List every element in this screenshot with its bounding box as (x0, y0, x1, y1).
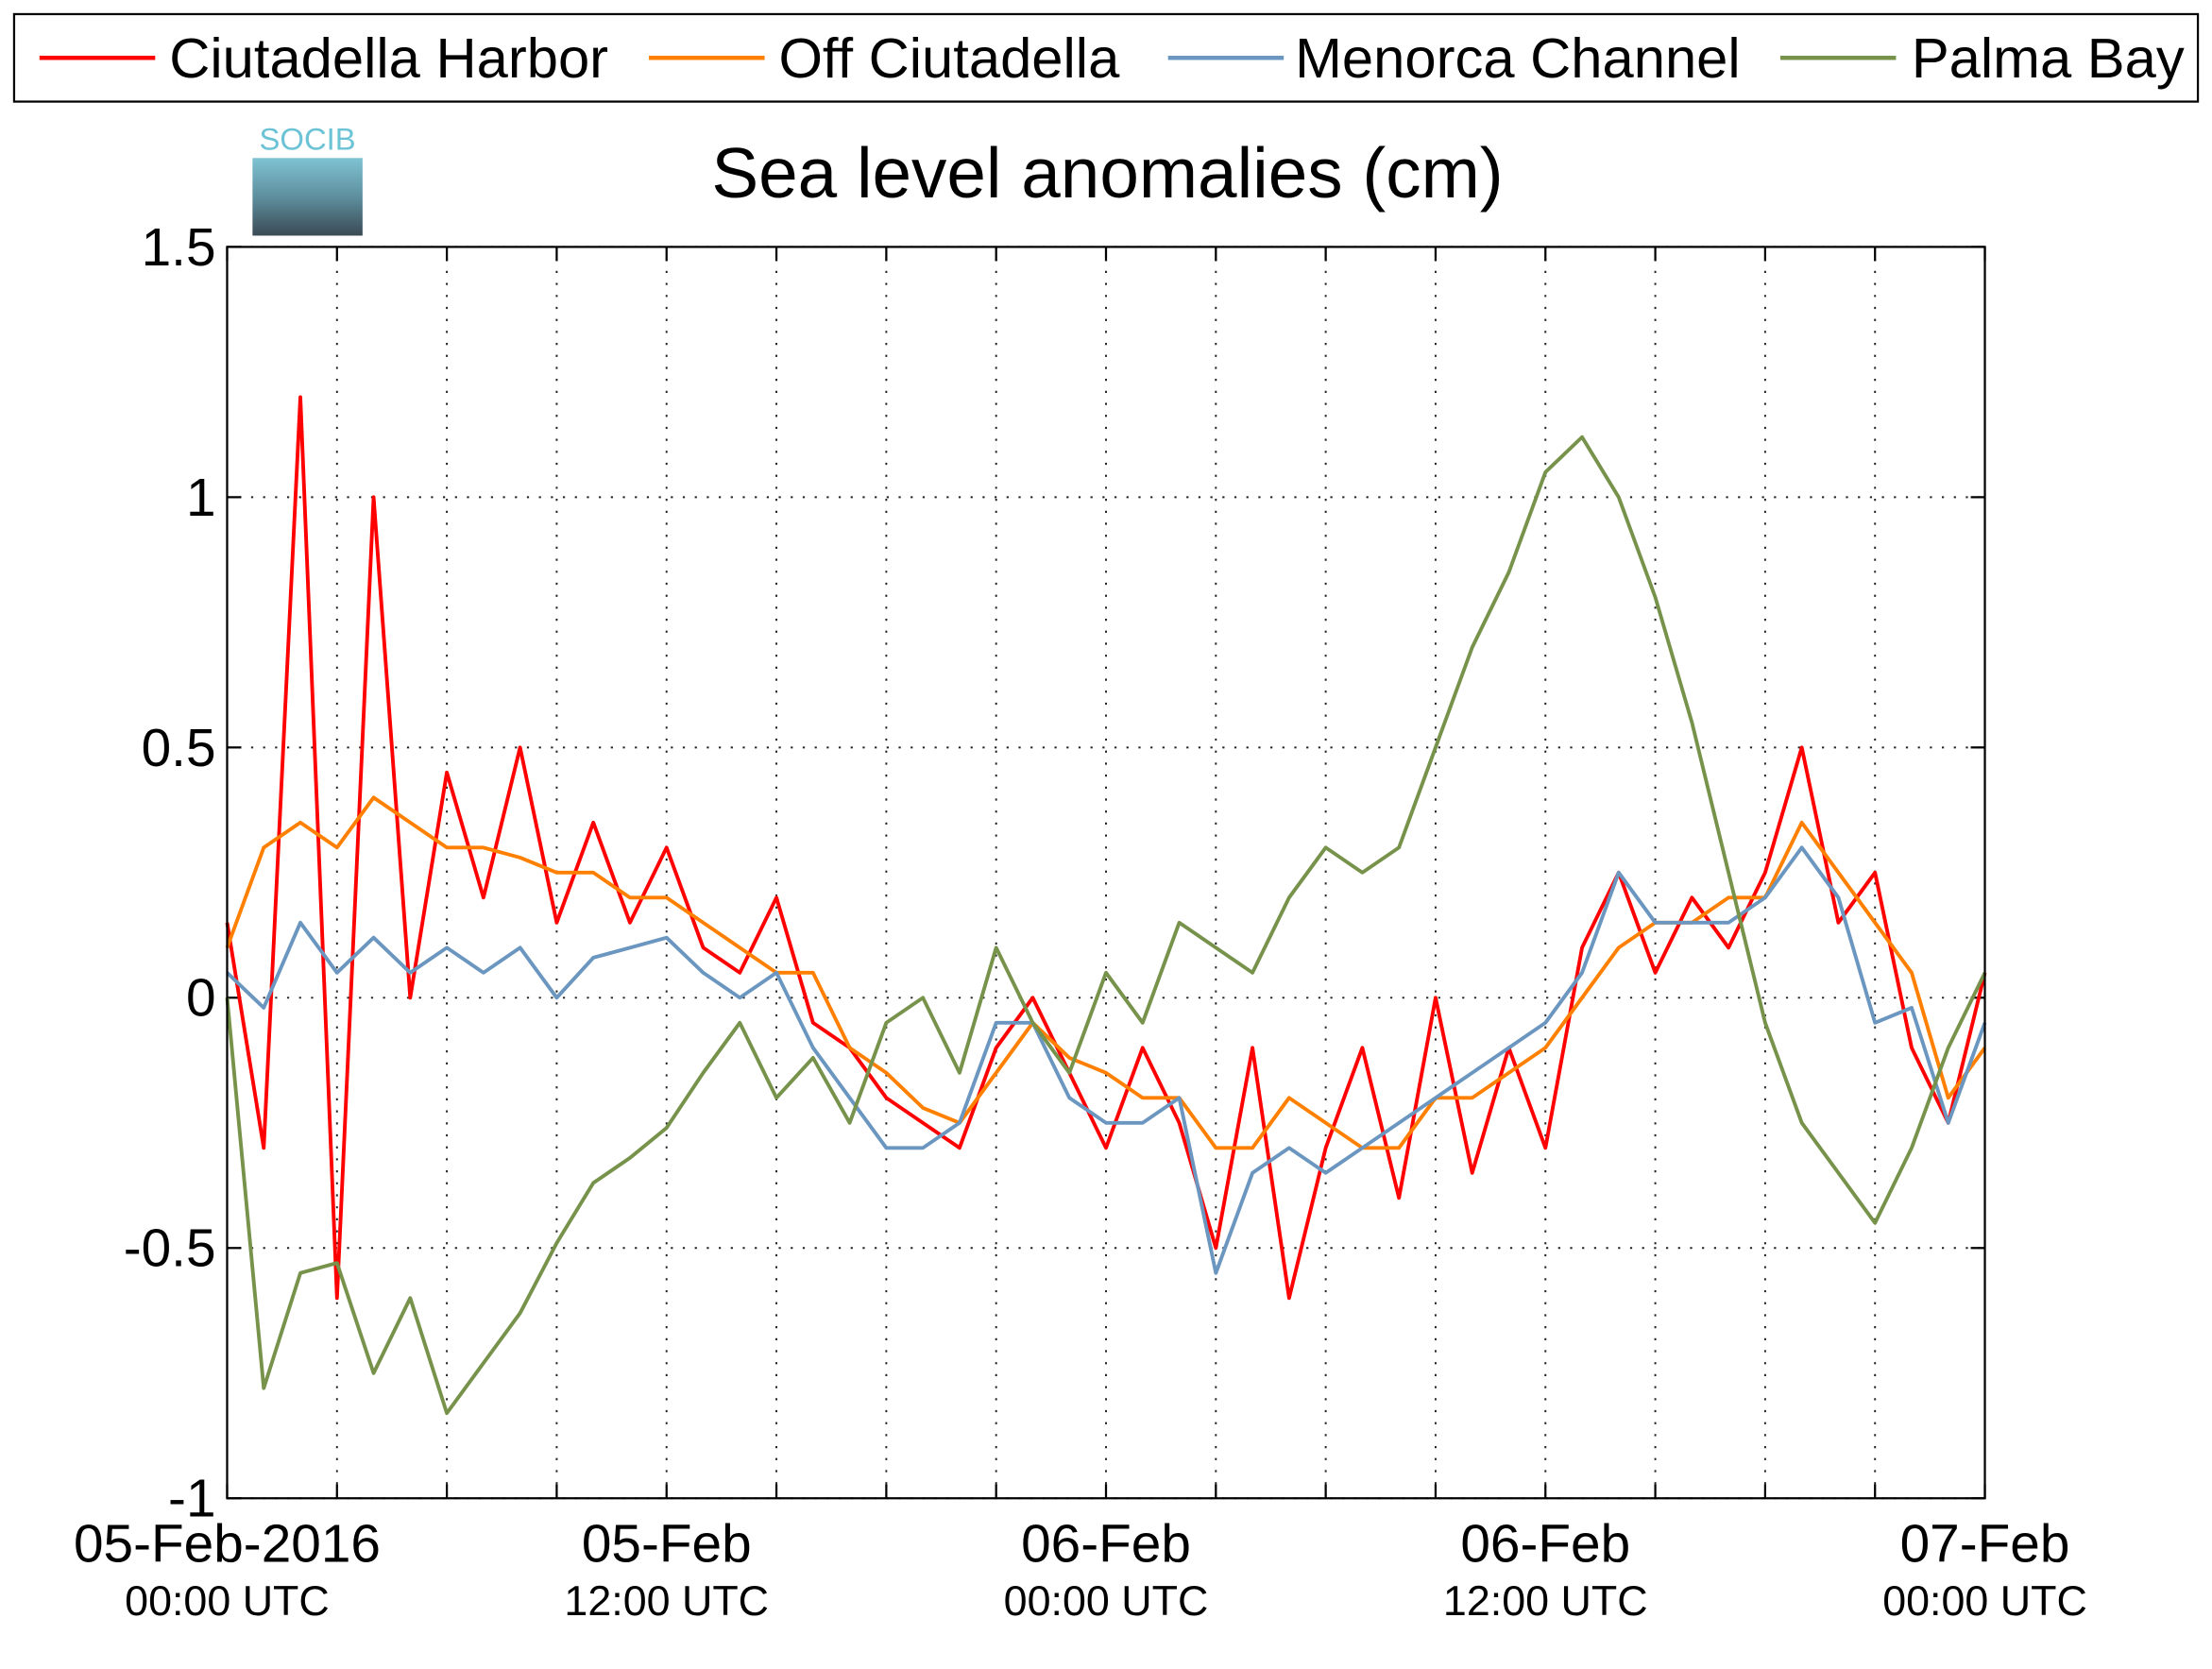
legend-label: Menorca Channel (1295, 26, 1741, 90)
logo-text: SOCIB (260, 121, 356, 156)
y-tick-label: 0 (186, 969, 216, 1029)
series-line (225, 434, 1987, 1416)
x-tick-sublabel: 00:00 UTC (1004, 1577, 1209, 1625)
y-tick-label: -0.5 (124, 1219, 216, 1279)
legend-label: Off Ciutadella (778, 26, 1120, 90)
x-tick-sublabel: 12:00 UTC (1443, 1577, 1648, 1625)
x-tick-label: 07-Feb (1900, 1514, 2070, 1574)
x-tick-sublabel: 12:00 UTC (564, 1577, 769, 1625)
x-tick-label: 05-Feb (582, 1514, 752, 1574)
x-tick-sublabel: 00:00 UTC (1882, 1577, 2087, 1625)
x-tick-label: 06-Feb (1460, 1514, 1630, 1574)
x-tick-sublabel: 00:00 UTC (125, 1577, 330, 1625)
x-tick-label: 05-Feb-2016 (74, 1514, 381, 1574)
y-tick-label: 1.5 (142, 218, 216, 278)
chart-title: Sea level anomalies (cm) (711, 133, 1503, 213)
y-tick-label: -1 (168, 1470, 215, 1529)
series-line (226, 845, 1987, 1275)
y-tick-label: 0.5 (142, 719, 216, 778)
plot-frame (226, 246, 1986, 1500)
y-tick-label: 1 (186, 468, 216, 528)
legend-label: Ciutadella Harbor (169, 26, 608, 90)
logo-image (252, 158, 363, 236)
legend-label: Palma Bay (1912, 26, 2185, 90)
series-line (225, 395, 1987, 1301)
x-tick-label: 06-Feb (1021, 1514, 1191, 1574)
